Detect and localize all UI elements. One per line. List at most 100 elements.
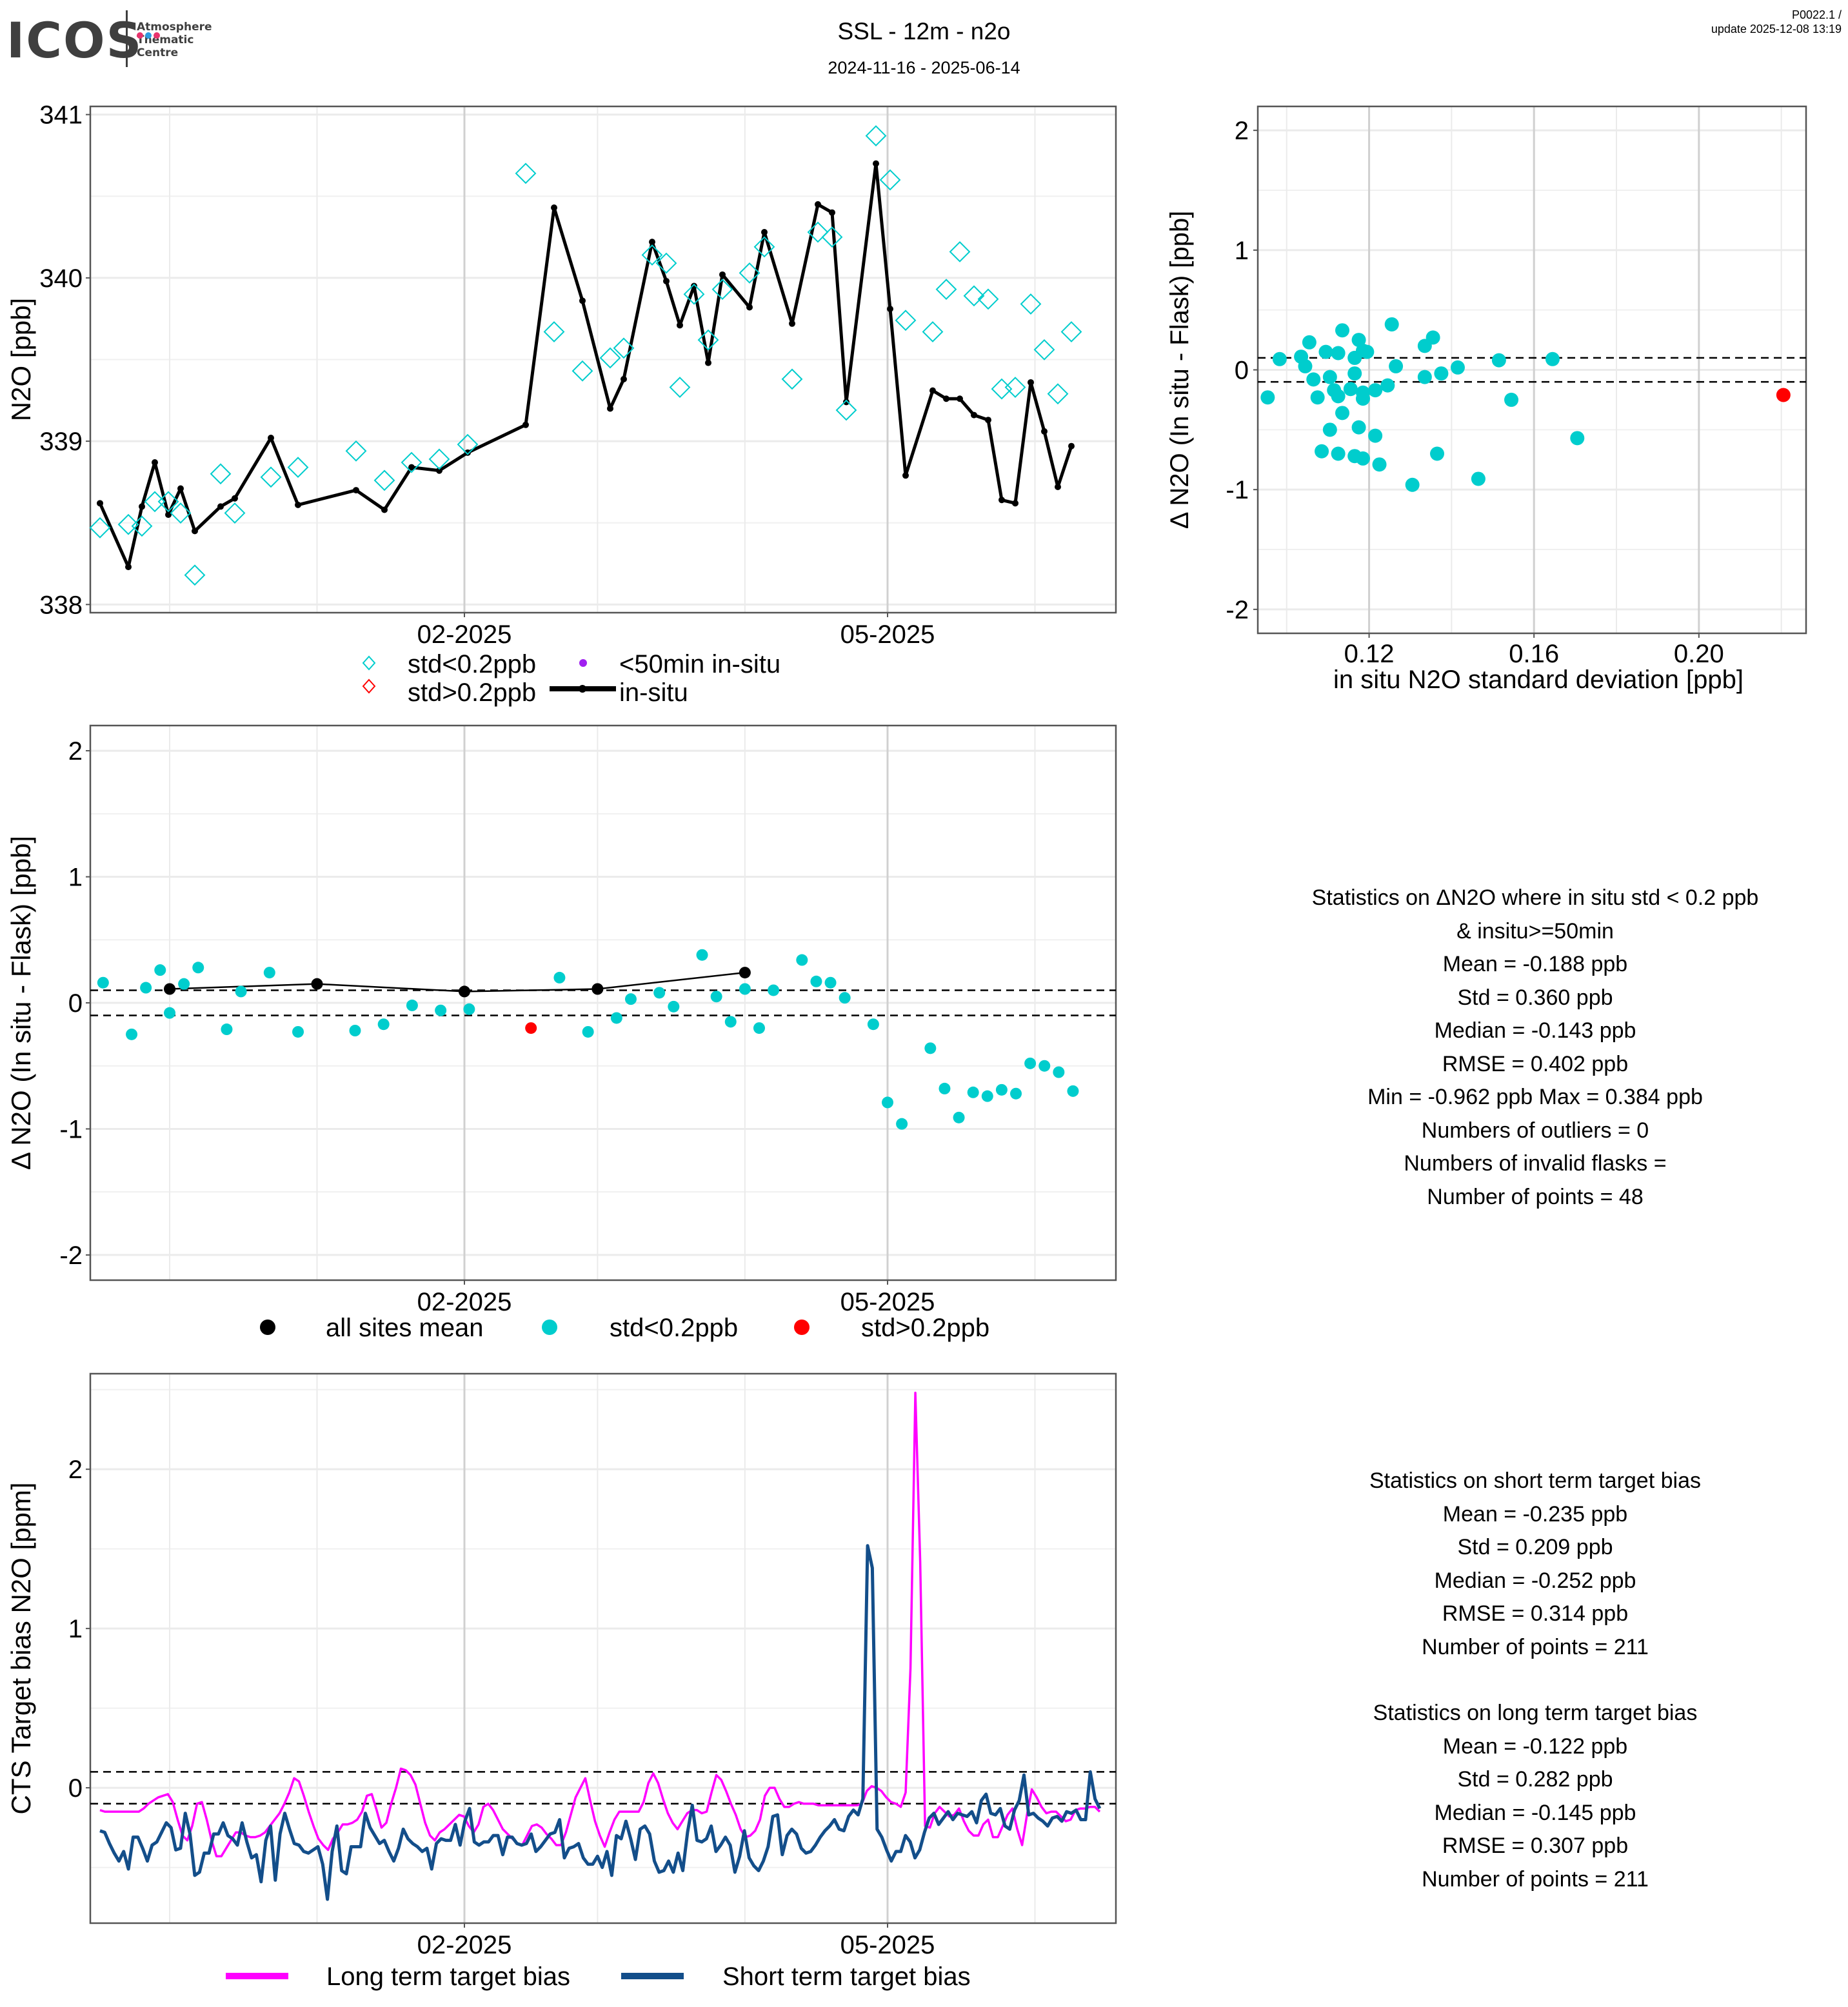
in-situ-point [985,417,991,424]
flask-diamond [210,463,232,485]
delta-point [164,1007,176,1019]
flask-diamond [260,466,282,488]
scatter-point [1417,370,1432,384]
flask-diamond [865,125,887,146]
in-situ-point [705,359,711,366]
stat-line: Median = -0.252 ppb [1434,1568,1636,1593]
in-situ-point [789,320,795,327]
delta-point [696,949,708,961]
flask-diamond [739,262,760,284]
flask-diamond [753,236,775,258]
in-situ-point [971,411,977,419]
delta-point [967,1086,979,1098]
in-situ-point [232,495,238,502]
in-situ-point [551,204,557,211]
scatter-point [1260,390,1275,405]
short-term-bias-line [99,1544,1102,1901]
update-info: P0022.1 / update 2025-12-08 13:19 [1711,8,1842,36]
legend-diamond-icon [362,678,376,694]
flask-diamond [1060,321,1082,342]
delta-point [882,1096,893,1109]
legend-label: all sites mean [326,1314,484,1342]
y-tick-label: 340 [39,264,83,293]
flask-diamond [287,457,309,479]
in-situ-point [843,399,849,406]
in-situ-point [943,395,949,402]
flask-diamond [781,368,803,390]
legend-label: Short term target bias [722,1963,971,1991]
flask-diamond [131,515,153,537]
y-axis-label: CTS Target bias N2O [ppm] [6,1482,36,1814]
flask-diamond [117,513,139,535]
flask-diamond [345,440,367,462]
stat-line: Std = 0.209 ppb [1457,1535,1613,1559]
scatter-point [1450,360,1465,375]
delta-point [796,954,808,966]
stat-line: RMSE = 0.314 ppb [1442,1601,1629,1626]
in-situ-point [719,271,726,278]
scatter-point [1335,406,1350,420]
legend-dot-icon [579,685,586,693]
all-sites-mean-point [311,978,323,990]
in-situ-point [295,501,301,508]
flask-diamond [1033,339,1055,361]
scatter-point [1331,389,1346,404]
delta-point [1038,1060,1051,1072]
scatter-point [1355,451,1370,466]
delta-point [463,1003,475,1015]
all-sites-mean-point [164,983,176,995]
flask-diamond [457,433,479,455]
delta-statistics: Statistics on ΔN2O where in situ std < 0… [1226,882,1845,1214]
in-situ-point [1028,379,1034,386]
y-tick-label: 338 [39,591,83,619]
scatter-point [1331,346,1346,361]
legend-label: in-situ [619,678,688,707]
logo-subtitle-line: Atmosphere [137,21,212,34]
in-situ-point [217,503,224,510]
y-tick-label: -2 [59,1241,83,1270]
in-situ-point [165,511,172,519]
scatter-point [1318,344,1333,359]
flask-diamond [599,347,621,369]
delta-point [839,992,851,1004]
stat-line: Median = -0.143 ppb [1434,1018,1636,1043]
in-situ-point [192,528,198,535]
in-situ-point [677,322,683,329]
y-tick-label: 0 [1235,357,1249,385]
delta-point [292,1025,304,1038]
in-situ-point [408,464,415,471]
legend-dot-icon [579,659,587,667]
date-range: 2024-11-16 - 2025-06-14 [828,58,1020,77]
long-term-stats-title: Statistics on long term target bias [1373,1701,1698,1725]
delta-point [582,1025,594,1038]
flask-diamond [669,377,691,398]
y-tick-label: 341 [39,101,83,130]
flask-diamond [697,329,719,351]
y-tick-label: 1 [1235,237,1249,265]
delta-point [610,1012,622,1024]
delta-point [824,976,837,989]
flask-diamond [571,360,593,382]
in-situ-point [381,506,388,513]
delta-point [1053,1066,1065,1078]
delta-point [1067,1085,1079,1097]
flask-diamond [949,241,971,262]
in-situ-point [957,395,963,402]
scatter-point [1343,382,1358,397]
y-axis-label: Δ N2O (In situ - Flask) [ppb] [1166,211,1194,529]
scatter-point [1302,335,1316,350]
in-situ-point [902,472,909,479]
flask-diamond [879,169,901,191]
scatter-point [1545,351,1560,366]
flask-diamond [401,451,422,473]
all-sites-mean-point [591,983,604,995]
y-tick-label: 2 [68,1456,83,1484]
scatter-point [1368,383,1383,398]
scatter-point [1322,422,1337,437]
delta-point [810,975,822,987]
scatter-point [1310,390,1325,405]
legend-dot-icon [260,1320,275,1335]
stat-line: & insitu>=50min [1456,918,1614,944]
flask-diamond [807,221,829,243]
y-axis-label: N2O [ppb] [6,298,36,421]
